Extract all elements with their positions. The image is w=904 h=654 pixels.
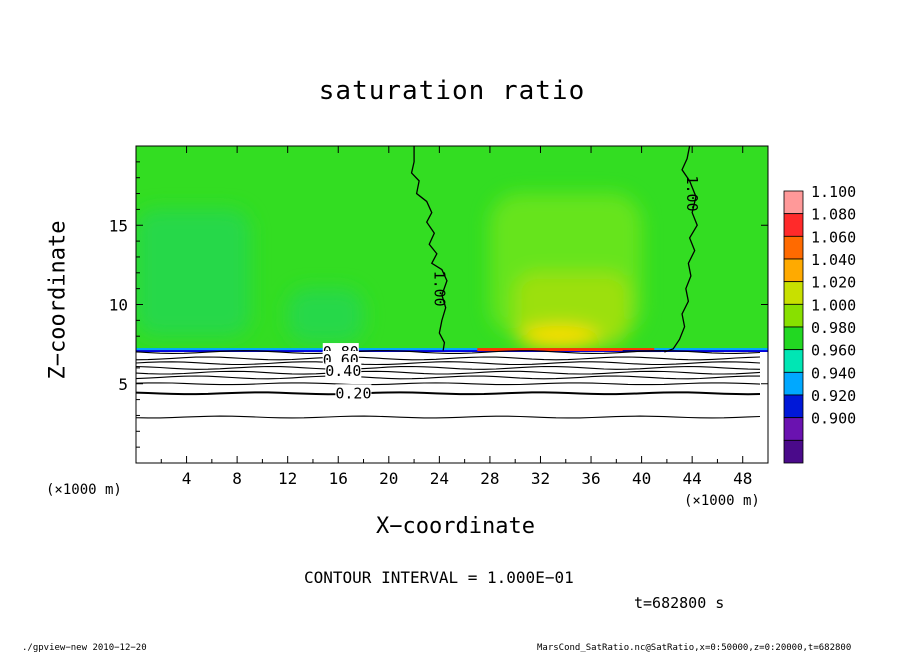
z-unit-label: (×1000 m) [684,493,760,509]
contour-line [136,361,761,366]
contour-interval-note: CONTOUR INTERVAL = 1.000E−01 [304,568,574,587]
y-tick-label: 15 [109,216,128,235]
contour-label-text: 0.40 [325,362,361,380]
colorbar-tick-label: 0.960 [811,342,856,360]
contour-line-1-00 [664,146,698,353]
colorbar-swatch [783,213,804,237]
contour-line [136,415,761,419]
colorbar-tick-label: 1.100 [811,183,856,201]
contour-line [136,365,761,370]
contour-label: 1.00 [430,271,448,307]
colorbar-swatch [783,190,804,215]
y-tick-label: 5 [118,375,128,394]
contour-line-1-00 [410,146,448,351]
colorbar-tick-label: 0.980 [811,319,856,337]
x-tick-label: 8 [232,469,242,488]
colorbar-tick-label: 1.060 [811,228,856,246]
chart-title: saturation ratio [318,76,586,106]
colorbar-swatch [783,394,804,419]
contour-label-bg [335,384,372,401]
colorbar-swatch [783,235,804,260]
x-tick-label: 16 [329,469,348,488]
contour-line [136,356,761,361]
colorbar-tick-label: 1.040 [811,251,856,269]
x-tick-label: 12 [278,469,297,488]
colorbar-swatch [783,281,804,305]
colorbar-tick-label: 1.000 [811,296,856,314]
colorbar-swatch [783,417,804,441]
x-tick-label: 44 [683,469,702,488]
x-tick-label: 24 [430,469,449,488]
highlight-patch [287,288,364,343]
colorbar-swatch [783,258,804,283]
contour-label-text: 1.00 [430,271,448,307]
x-tick-label: 40 [632,469,651,488]
x-tick-label: 48 [733,469,752,488]
contour-line [136,382,761,386]
cloud-top-band [136,348,768,351]
contour-line [136,391,761,396]
y-tick-label: 10 [109,296,128,315]
contour-label: 0.40 [325,362,361,380]
x-unit-label: (×1000 m) [46,482,122,498]
cloud-top-band [136,350,768,353]
colorbar-tick-label: 1.080 [811,206,856,224]
cloud-top-band [477,348,655,352]
x-tick-label: 28 [480,469,499,488]
colorbar-swatch [783,439,804,464]
time-stamp: t=682800 s [634,594,725,612]
contour-label: 1.00 [683,175,701,211]
x-tick-label: 32 [531,469,550,488]
colorbar-swatch [783,371,804,396]
x-tick-label: 4 [182,469,192,488]
colorbar-tick-label: 0.940 [811,364,856,382]
colorbar-swatch [783,326,804,351]
colorbar-swatch [783,349,804,373]
highlight-patch [136,209,250,337]
x-axis-label: X−coordinate [376,514,535,539]
colorbar-tick-label: 0.900 [811,410,856,428]
colorbar-tick-label: 0.920 [811,387,856,405]
colorbar-swatch [783,303,804,328]
x-tick-label: 36 [581,469,600,488]
contour-label-text: 0.20 [335,384,371,402]
contour-line [136,350,761,354]
footer-program-info: ./gpview−new 2010−12−20 [22,643,147,653]
colorbar-tick-label: 1.020 [811,274,856,292]
contour-label-text: 1.00 [683,175,701,211]
x-tick-label: 20 [379,469,398,488]
footer-data-source: MarsCond_SatRatio.nc@SatRatio,x=0:50000,… [537,643,852,653]
contour-label-bg [325,362,362,379]
field-highlights [136,193,642,350]
contour-label: 0.20 [335,384,371,402]
subsaturated-region [136,352,768,463]
highlight-core [519,325,600,350]
contour-line [136,375,760,380]
contour-line [136,370,761,375]
plot-field: 1.001.000.800.600.400.20 [136,146,768,463]
